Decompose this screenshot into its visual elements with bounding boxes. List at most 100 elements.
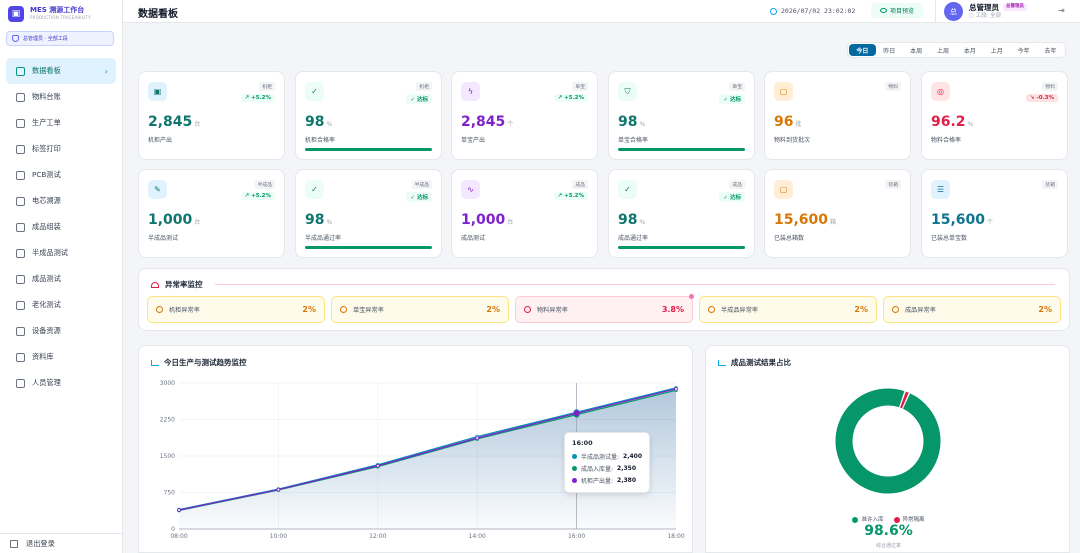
tab-period-5[interactable]: 上月 [990, 47, 1003, 55]
card-tag: 机柜 [416, 82, 432, 91]
tab-period-6[interactable]: 今年 [1017, 47, 1030, 55]
card-label: 半成品通过率 [305, 235, 342, 242]
card-label: 成品测试 [461, 235, 486, 242]
sidebar-item-label: PCB测试 [32, 170, 61, 179]
users-icon [16, 378, 25, 388]
anomaly-value: 2% [302, 305, 316, 314]
project-preview-button[interactable]: 项目预览 [871, 3, 923, 18]
card-value-number: 2,845 [461, 114, 506, 130]
user-station: 工段: 全部 [975, 13, 1002, 19]
anomaly-item[interactable]: 成品异常率 2% [883, 296, 1061, 323]
card-value: 96.2% [931, 114, 973, 130]
tab-period-2[interactable]: 本周 [910, 47, 923, 55]
exit-icon[interactable]: ⇥ [1058, 6, 1065, 15]
data-point [475, 436, 480, 440]
sidebar-item-3[interactable]: 标签打印 [6, 136, 116, 162]
card-unit: 箱 [830, 219, 837, 226]
sidebar-item-6[interactable]: 成品组装 [6, 214, 116, 240]
sidebar-item-11[interactable]: 资料库 [6, 344, 116, 370]
legend-item: 异常隔离 [893, 515, 925, 523]
role-badge-label: 总管理员 · 全部工段 [23, 36, 68, 42]
card-value-number: 98 [618, 212, 638, 228]
tab-period-4[interactable]: 本月 [963, 47, 976, 55]
card-unit: % [639, 219, 646, 226]
bolt-icon: ϟ [461, 82, 480, 101]
logout-icon [10, 539, 18, 548]
target-icon: ◎ [931, 82, 950, 101]
kpi-card: ✓ 半成品 ✓ 达标 98% 半成品通过率 [295, 169, 442, 258]
trend-badge: ✓ 达标 [406, 192, 432, 202]
sidebar-item-5[interactable]: 电芯溯源 [6, 188, 116, 214]
sidebar-item-1[interactable]: 物料台账 [6, 84, 116, 110]
pen-icon [16, 248, 25, 258]
app-subtitle: PRODUCTION TRACEABILITY [30, 15, 91, 20]
anomaly-item[interactable]: 半成品异常率 2% [699, 296, 877, 323]
sidebar-item-label: 设备资源 [32, 326, 61, 335]
card-value-number: 96.2 [931, 114, 966, 130]
flask-icon [16, 170, 25, 180]
data-point [376, 463, 380, 468]
card-label: 单宝合格率 [618, 137, 649, 144]
kpi-card: ϟ 单宝 ↗ +5.2% 2,845 个单宝产出 [451, 71, 598, 160]
anomaly-item[interactable]: 单宝异常率 2% [331, 296, 509, 323]
tooltip-value: 2,350 [617, 465, 637, 472]
sidebar-item-8[interactable]: 成品测试 [6, 266, 116, 292]
clock-icon [770, 7, 777, 15]
tooltip-row: 成品入库量: 2,350 [572, 464, 642, 473]
card-label: 物料到货批次 [774, 137, 811, 144]
sidebar-item-12[interactable]: 人员管理 [6, 370, 116, 396]
donut-chart [835, 388, 941, 494]
trend-badge: ↗ +5.2% [553, 94, 588, 102]
anomaly-label: 单宝异常率 [353, 307, 384, 314]
trend-badge: ✓ 达标 [406, 94, 432, 104]
factory-icon: ▣ [8, 5, 24, 22]
card-label: 单宝产出 [461, 137, 486, 144]
tab-period-7[interactable]: 去年 [1044, 47, 1057, 55]
card-unit: 批 [795, 121, 802, 128]
card-value: 1,000 台 [461, 212, 513, 228]
anomaly-item[interactable]: 物料异常率 3.8% [515, 294, 694, 323]
sidebar-item-2[interactable]: 生产工单 [6, 110, 116, 136]
trend-badge: ↗ +5.2% [553, 192, 588, 200]
anomaly-item[interactable]: 机柜异常率 2% [147, 296, 325, 323]
card-value: 2,845 个 [461, 114, 513, 130]
sidebar-item-7[interactable]: 半成品测试 [6, 240, 116, 266]
role-badge: 总管理员 · 全部工段 [6, 31, 114, 46]
anomaly-label: 机柜异常率 [169, 307, 200, 314]
warning-icon [708, 306, 715, 313]
legend-item: 准许入库 [852, 515, 884, 523]
page-title: 数据看板 [138, 9, 178, 20]
card-value: 1,000 台 [148, 212, 200, 228]
tab-period-3[interactable]: 上周 [937, 47, 950, 55]
y-tick-label: 1500 [160, 453, 175, 460]
activity-icon: ∿ [461, 180, 480, 199]
kpi-card: ⛉ 单宝 ✓ 达标 98% 单宝合格率 [608, 71, 755, 160]
area-fill [179, 387, 676, 529]
project-preview-label: 项目预览 [889, 8, 914, 15]
user-menu[interactable]: 总 总管理员 总管理员 ○ 工段: 全部 [935, 0, 1027, 23]
card-tag: 物料 [885, 82, 901, 91]
card-tag: 成品 [729, 180, 745, 189]
sidebar-item-9[interactable]: 老化测试 [6, 292, 116, 318]
progress-bar [305, 246, 432, 249]
y-tick-label: 0 [171, 526, 175, 533]
shield-icon [12, 35, 19, 42]
trend-chart-title: 今日生产与测试趋势监控 [151, 357, 247, 368]
pass-rate-value: 98.6% [864, 523, 913, 539]
sidebar-item-0[interactable]: 数据看板 › [6, 58, 116, 84]
kpi-card: ✓ 成品 ✓ 达标 98% 成品通过率 [608, 169, 755, 258]
trend-badge: ✓ 达标 [719, 192, 745, 202]
card-tag: 成品 [572, 180, 588, 189]
tab-period-0[interactable]: 今日 [849, 44, 876, 56]
box-icon: ▢ [774, 180, 793, 199]
card-tag: 单宝 [729, 82, 745, 91]
top-header: 数据看板 2026/07/02 23:02:02 项目预览 总 总管理员 总管理员… [123, 0, 1080, 23]
trend-badge: ✓ 达标 [719, 94, 745, 104]
legend-swatch [852, 516, 859, 523]
sidebar-item-10[interactable]: 设备资源 [6, 318, 116, 344]
tab-period-1[interactable]: 昨日 [883, 47, 896, 55]
logout-button[interactable]: 退出登录 [0, 533, 123, 553]
sidebar-item-4[interactable]: PCB测试 [6, 162, 116, 188]
datetime-display: 2026/07/02 23:02:02 [770, 7, 855, 15]
card-value-number: 96 [774, 114, 794, 130]
